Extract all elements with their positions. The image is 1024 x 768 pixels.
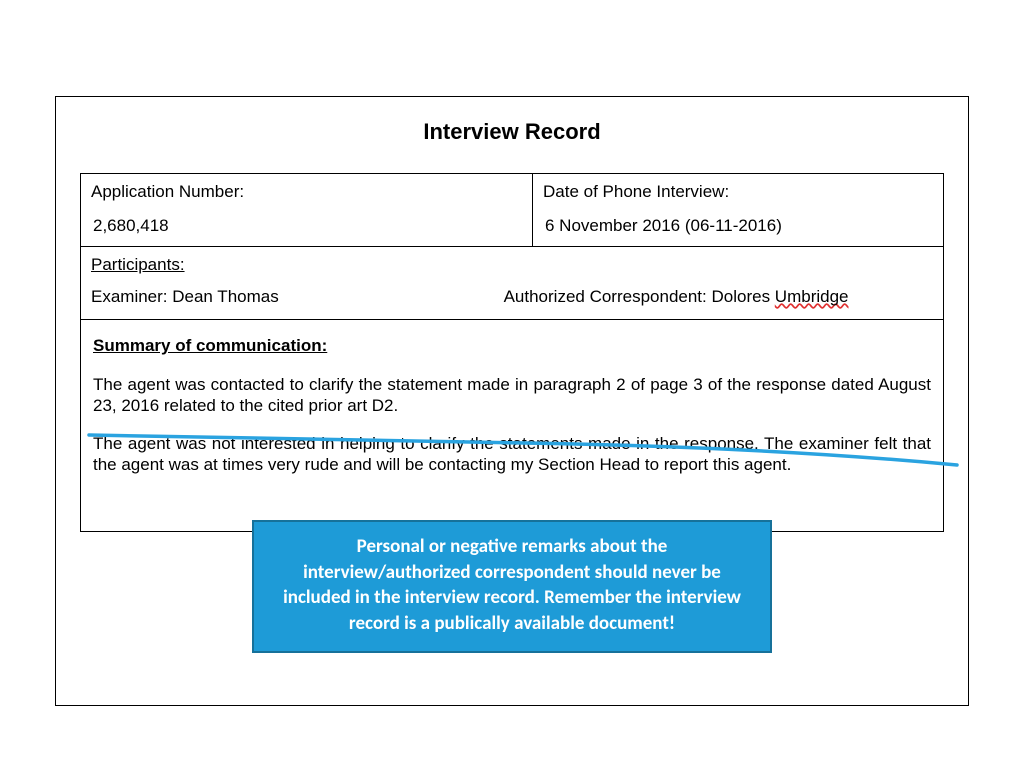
auth-label: Authorized Correspondent: bbox=[504, 287, 712, 306]
app-num-label: Application Number: bbox=[91, 182, 522, 202]
summary-heading: Summary of communication: bbox=[93, 336, 931, 356]
examiner-label: Examiner: bbox=[91, 287, 172, 306]
auth-last-spellerror: Umbridge bbox=[775, 287, 849, 306]
summary-para-1: The agent was contacted to clarify the s… bbox=[93, 374, 931, 417]
row-summary: Summary of communication: The agent was … bbox=[81, 320, 943, 532]
cell-application-number: Application Number: 2,680,418 bbox=[81, 174, 533, 246]
examiner-name: Dean Thomas bbox=[172, 287, 278, 306]
callout-text: Personal or negative remarks about the i… bbox=[283, 535, 741, 635]
record-table: Application Number: 2,680,418 Date of Ph… bbox=[80, 173, 944, 532]
row-appnum-date: Application Number: 2,680,418 Date of Ph… bbox=[81, 174, 943, 247]
summary-para-2-wrap: The agent was not interested in helping … bbox=[93, 433, 931, 476]
document-title: Interview Record bbox=[56, 119, 968, 145]
row-participants: Participants: Examiner: Dean Thomas Auth… bbox=[81, 247, 943, 320]
participants-label: Participants: bbox=[91, 255, 933, 275]
app-num-value: 2,680,418 bbox=[91, 216, 522, 236]
summary-para-2: The agent was not interested in helping … bbox=[93, 434, 931, 474]
auth-first: Dolores bbox=[711, 287, 774, 306]
authorized-correspondent-field: Authorized Correspondent: Dolores Umbrid… bbox=[504, 287, 933, 307]
examiner-field: Examiner: Dean Thomas bbox=[91, 287, 504, 307]
warning-callout: Personal or negative remarks about the i… bbox=[252, 520, 772, 653]
date-value: 6 November 2016 (06-11-2016) bbox=[543, 216, 933, 236]
participants-line: Examiner: Dean Thomas Authorized Corresp… bbox=[91, 287, 933, 307]
date-label: Date of Phone Interview: bbox=[543, 182, 933, 202]
cell-interview-date: Date of Phone Interview: 6 November 2016… bbox=[533, 174, 943, 246]
